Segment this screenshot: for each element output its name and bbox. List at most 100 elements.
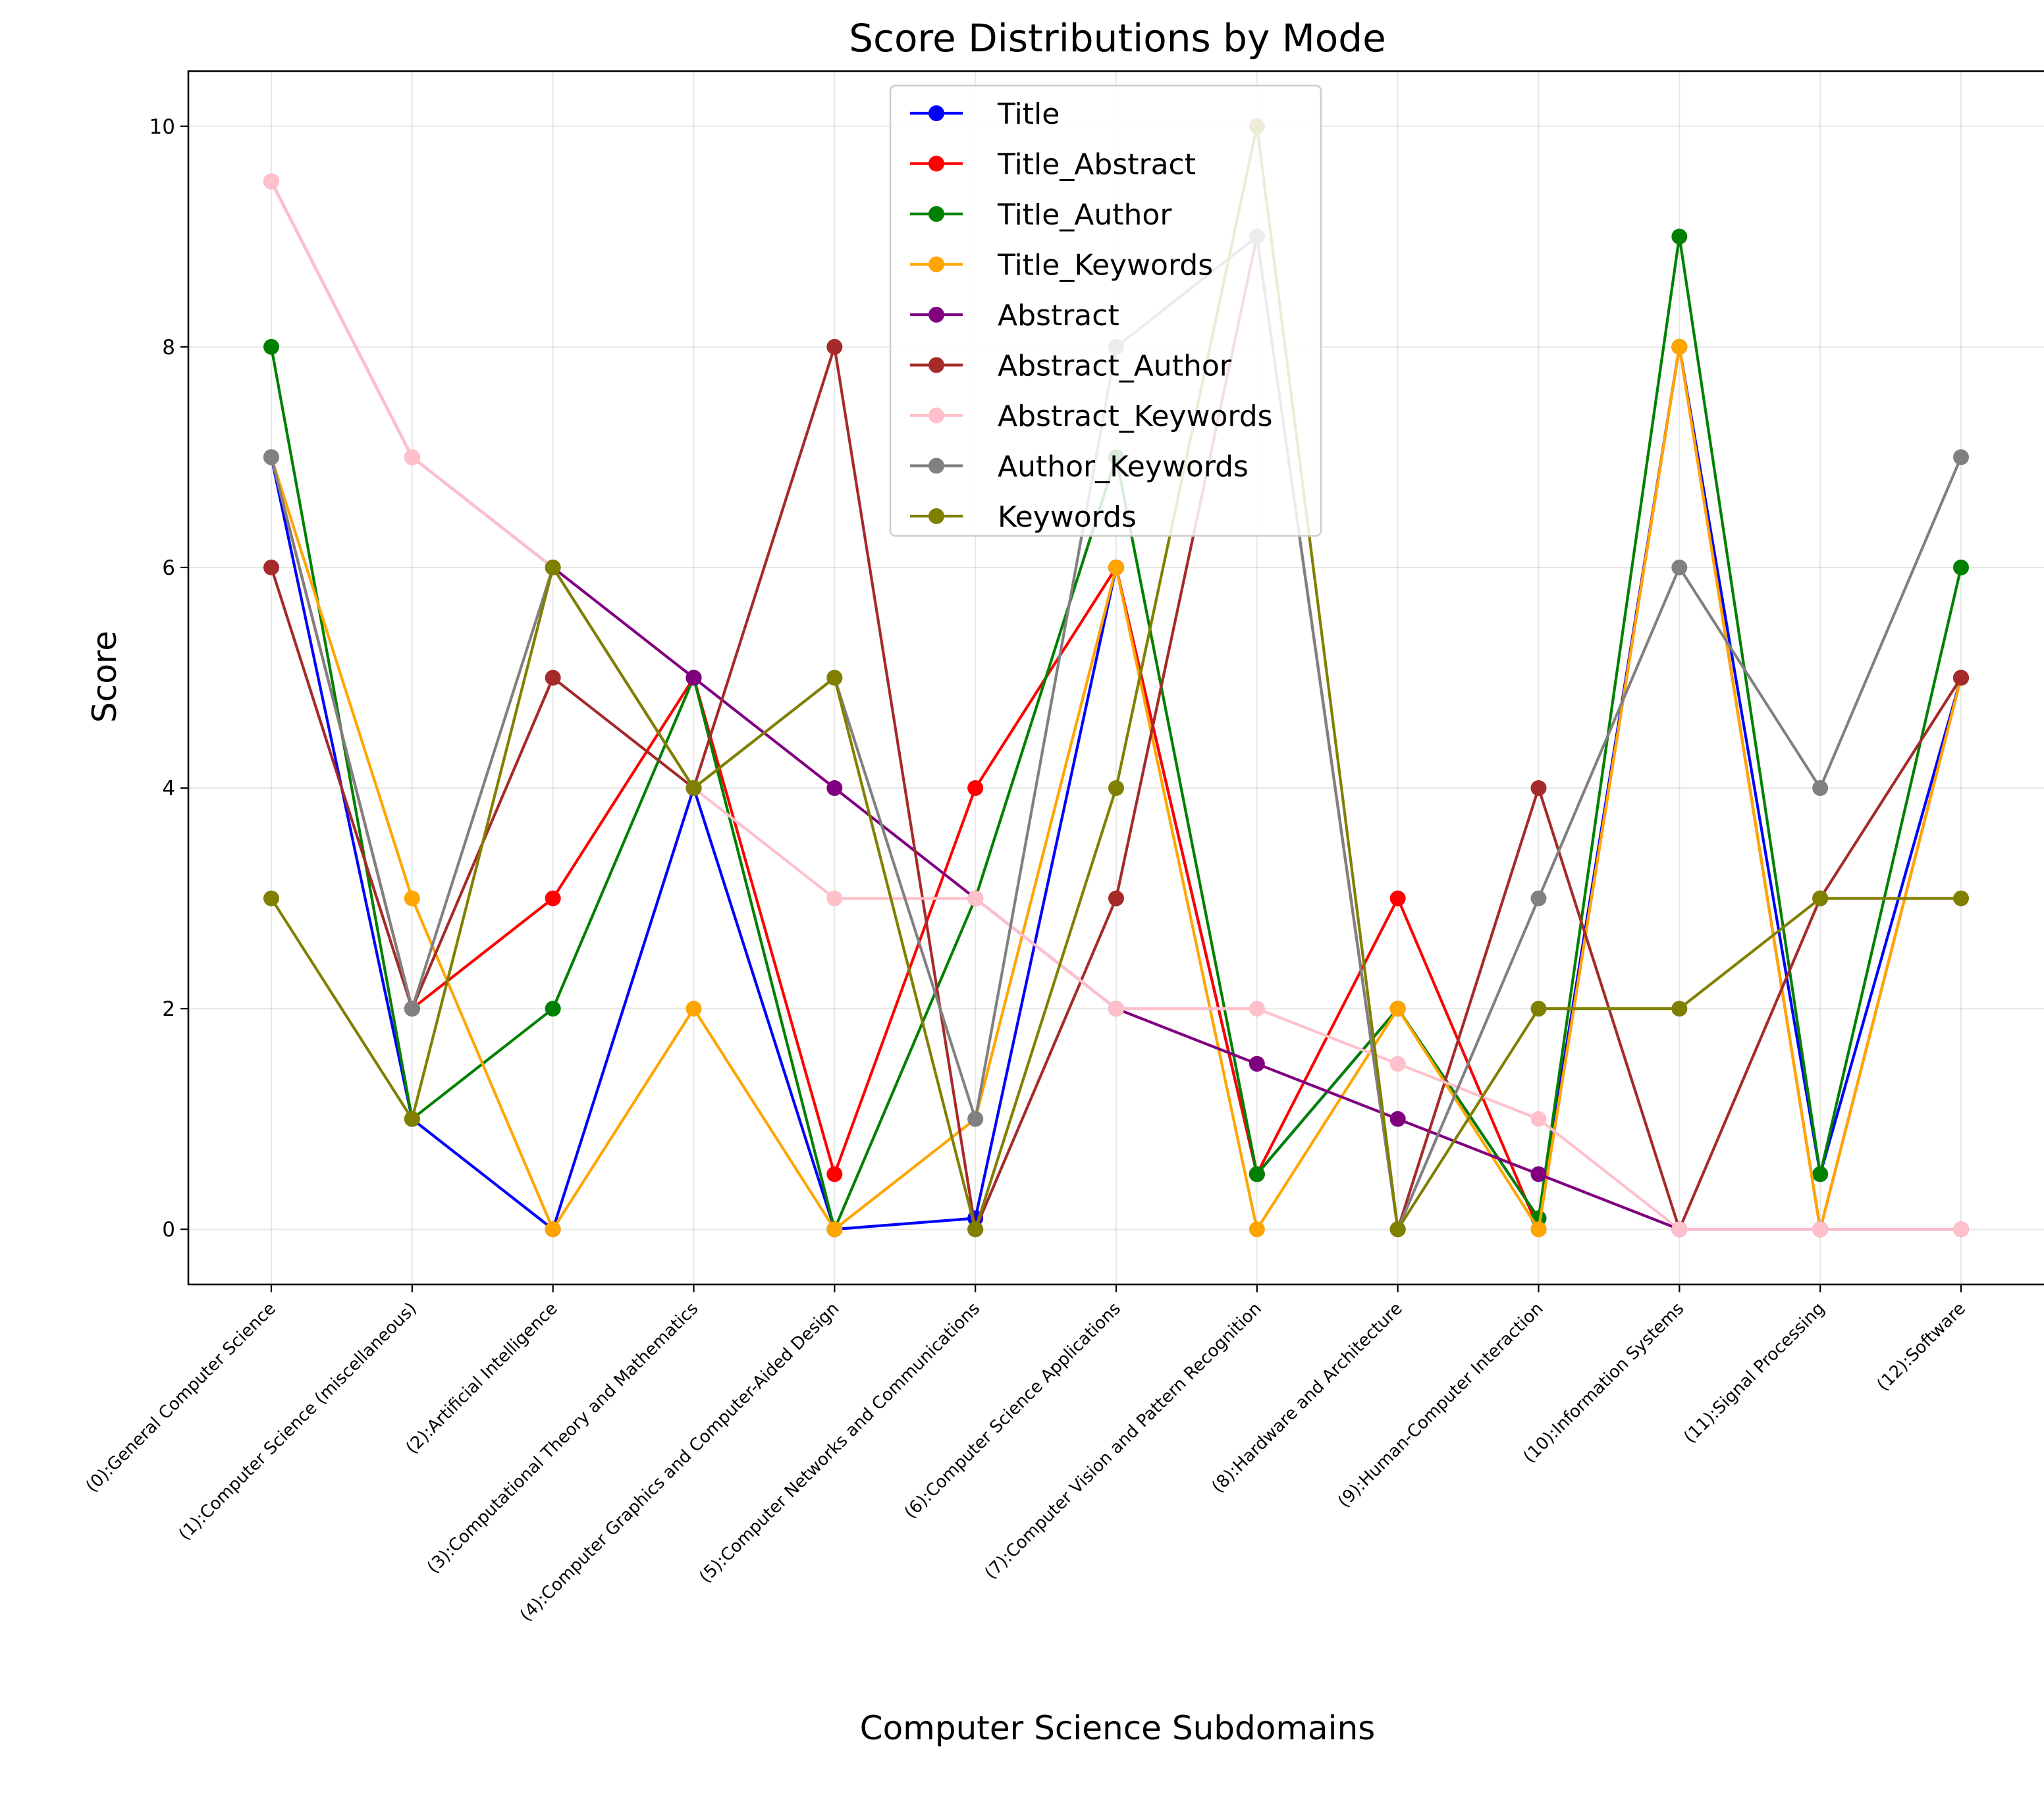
data-point bbox=[1530, 1166, 1547, 1182]
y-axis-ticks: 0 2 4 6 8 10 bbox=[149, 115, 188, 1242]
data-point bbox=[1530, 1221, 1547, 1238]
data-point bbox=[1108, 559, 1124, 575]
data-point bbox=[826, 1166, 843, 1182]
data-point bbox=[1108, 1001, 1124, 1017]
legend-label: Title_Abstract bbox=[997, 148, 1196, 182]
legend-label: Abstract_Author bbox=[998, 350, 1232, 383]
x-tick-label: (5):Computer Networks and Communications bbox=[695, 1299, 984, 1587]
legend-label: Title_Author bbox=[997, 198, 1172, 232]
legend-marker bbox=[928, 105, 944, 121]
data-point bbox=[1530, 780, 1547, 797]
data-point bbox=[1953, 559, 1969, 575]
data-point bbox=[826, 670, 843, 686]
data-point bbox=[1249, 1001, 1265, 1017]
data-point bbox=[263, 173, 279, 190]
legend-label: Abstract bbox=[998, 299, 1119, 332]
legend-marker bbox=[928, 408, 944, 423]
legend-box bbox=[889, 84, 1322, 537]
data-point bbox=[404, 449, 420, 465]
legend-marker bbox=[928, 256, 944, 273]
x-axis-label: Computer Science Subdomains bbox=[860, 1709, 1376, 1747]
data-point bbox=[1389, 890, 1406, 907]
legend-item: Abstract_Keywords bbox=[910, 400, 1273, 433]
legend-item: Title bbox=[910, 97, 1060, 131]
data-point bbox=[1108, 890, 1124, 907]
legend-label: Title bbox=[997, 97, 1060, 131]
data-point bbox=[545, 559, 561, 575]
data-point bbox=[1389, 1111, 1406, 1127]
data-point bbox=[826, 890, 843, 907]
data-point bbox=[263, 449, 279, 465]
x-tick-label: (1):Computer Science (miscellaneous) bbox=[175, 1299, 421, 1544]
legend-marker bbox=[928, 206, 944, 222]
y-tick-label: 2 bbox=[162, 997, 175, 1021]
x-tick-label: (6):Computer Science Applications bbox=[901, 1299, 1125, 1523]
legend-item: Abstract bbox=[910, 299, 1119, 332]
plot-frame bbox=[187, 70, 2044, 1286]
data-point bbox=[1249, 1221, 1265, 1238]
data-point bbox=[1953, 890, 1969, 907]
data-point bbox=[686, 780, 702, 797]
data-point bbox=[545, 890, 561, 907]
legend-marker bbox=[928, 307, 944, 323]
data-point bbox=[826, 1221, 843, 1238]
data-point bbox=[1671, 338, 1688, 355]
data-point bbox=[1389, 1001, 1406, 1017]
x-tick-label: (2):Artificial Intelligence bbox=[402, 1299, 562, 1458]
y-tick-label: 8 bbox=[162, 336, 175, 359]
data-point bbox=[686, 1001, 702, 1017]
data-point bbox=[1249, 1055, 1265, 1072]
data-point bbox=[404, 1111, 420, 1127]
legend: Title Title_Abstract Title_Author Title_Key… bbox=[889, 84, 1322, 537]
legend-item: Author_Keywords bbox=[910, 450, 1249, 484]
data-point bbox=[1812, 1166, 1829, 1182]
data-point bbox=[1671, 559, 1688, 575]
data-point bbox=[967, 780, 984, 797]
data-point bbox=[263, 338, 279, 355]
y-tick-label: 4 bbox=[162, 777, 175, 801]
data-point bbox=[545, 670, 561, 686]
data-point bbox=[1530, 1001, 1547, 1017]
data-point bbox=[826, 338, 843, 355]
legend-items: Title Title_Abstract Title_Author Title_Key… bbox=[910, 97, 1273, 534]
x-axis-ticks: (0):General Computer Science(1):Computer… bbox=[82, 1284, 1970, 1625]
y-tick-label: 6 bbox=[162, 556, 175, 580]
data-point bbox=[967, 1111, 984, 1127]
x-tick-label: (4):Computer Graphics and Computer-Aided… bbox=[516, 1299, 843, 1625]
legend-marker bbox=[928, 458, 944, 474]
data-point bbox=[967, 890, 984, 907]
legend-item: Title_Abstract bbox=[910, 148, 1196, 182]
data-point bbox=[967, 1221, 984, 1238]
data-point bbox=[1530, 890, 1547, 907]
data-point bbox=[1812, 1221, 1829, 1238]
data-point bbox=[1249, 1166, 1265, 1182]
data-point bbox=[1108, 780, 1124, 797]
chart-title: Score Distributions by Mode bbox=[849, 16, 1386, 61]
x-tick-label: (12):Software bbox=[1873, 1299, 1970, 1395]
data-point bbox=[1671, 228, 1688, 245]
data-point bbox=[404, 1001, 420, 1017]
data-point bbox=[545, 1001, 561, 1017]
legend-label: Title_Keywords bbox=[997, 249, 1213, 282]
data-point bbox=[1953, 1221, 1969, 1238]
data-point bbox=[1530, 1111, 1547, 1127]
data-point bbox=[1671, 1221, 1688, 1238]
data-point bbox=[263, 559, 279, 575]
data-point bbox=[1812, 890, 1829, 907]
legend-marker bbox=[928, 508, 944, 524]
data-point bbox=[1389, 1221, 1406, 1238]
legend-label: Keywords bbox=[998, 500, 1137, 534]
legend-label: Abstract_Keywords bbox=[998, 400, 1273, 433]
legend-item: Title_Keywords bbox=[910, 249, 1213, 282]
legend-item: Title_Author bbox=[910, 198, 1172, 232]
x-tick-label: (3):Computational Theory and Mathematics bbox=[423, 1299, 702, 1577]
data-point bbox=[1812, 780, 1829, 797]
x-tick-label: (10):Information Systems bbox=[1520, 1299, 1688, 1467]
data-point bbox=[545, 1221, 561, 1238]
data-point bbox=[1953, 670, 1969, 686]
data-point bbox=[1953, 449, 1969, 465]
data-point bbox=[686, 670, 702, 686]
x-tick-label: (7):Computer Vision and Pattern Recognit… bbox=[981, 1299, 1266, 1583]
